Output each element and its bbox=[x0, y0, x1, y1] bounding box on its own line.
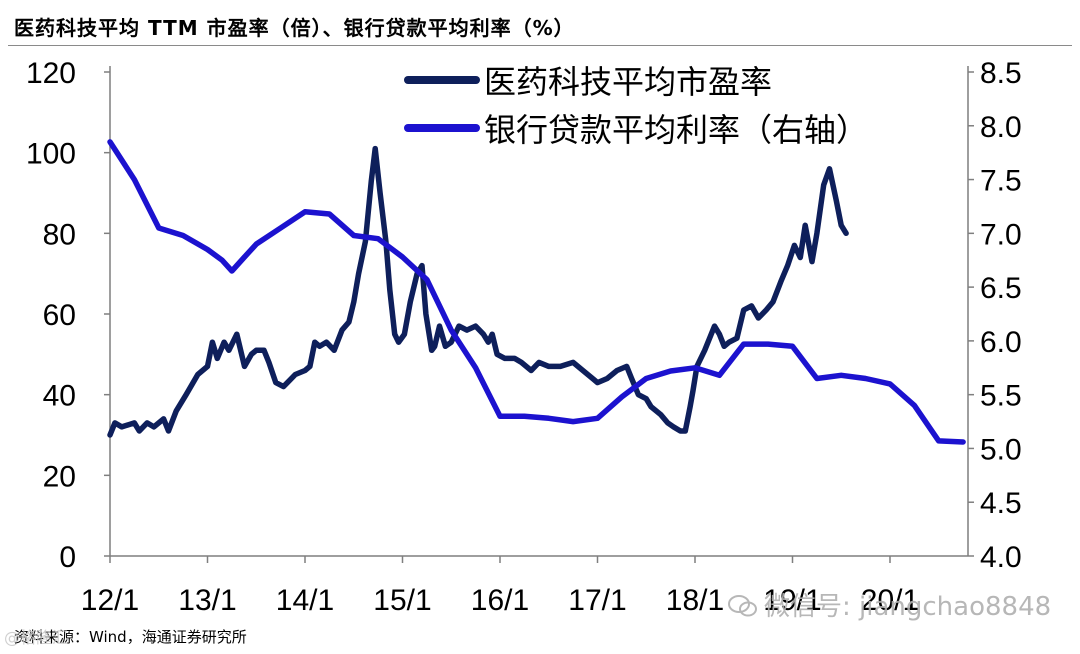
y-right-tick-label: 6.0 bbox=[980, 326, 1022, 359]
series-line-rate bbox=[107, 139, 966, 445]
source-note: 资料来源：Wind，海通证券研究所 bbox=[14, 628, 247, 646]
wechat-icon bbox=[728, 595, 757, 617]
x-tick-label: 16/1 bbox=[471, 584, 529, 617]
legend-label-pe: 医药科技平均市盈率 bbox=[484, 64, 772, 100]
title-divider bbox=[8, 45, 1072, 46]
x-tick-label: 20/1 bbox=[861, 584, 919, 617]
y-left-tick-label: 80 bbox=[43, 218, 76, 251]
wechat-watermark: 微信号: jiangchao8848 bbox=[728, 586, 1051, 623]
x-tick-label: 13/1 bbox=[178, 584, 236, 617]
x-tick-label: 15/1 bbox=[373, 584, 431, 617]
watermark-left: @格隆汇 bbox=[4, 628, 69, 647]
y-right-tick-label: 7.0 bbox=[980, 218, 1022, 251]
y-right-tick-label: 4.5 bbox=[980, 487, 1022, 520]
y-right-tick-label: 4.0 bbox=[980, 541, 1022, 574]
chart-lines bbox=[107, 139, 966, 445]
chart-legend: 医药科技平均市盈率 银行贷款平均利率（右轴） bbox=[404, 64, 868, 148]
y-right-tick-label: 8.5 bbox=[980, 57, 1022, 90]
y-left-tick-label: 40 bbox=[43, 380, 76, 413]
chart-title: 医药科技平均 TTM 市盈率（倍）、银行贷款平均利率（%） bbox=[14, 16, 575, 40]
series-line-pe bbox=[107, 145, 849, 438]
y-left-tick-label: 20 bbox=[43, 460, 76, 493]
y-left-tick-label: 60 bbox=[43, 299, 76, 332]
y-right-tick-label: 5.0 bbox=[980, 433, 1022, 466]
y-left-tick-label: 100 bbox=[26, 138, 76, 171]
x-tick-label: 12/1 bbox=[81, 584, 139, 617]
x-tick-label: 19/1 bbox=[763, 584, 821, 617]
y-right-tick-label: 8.0 bbox=[980, 111, 1022, 144]
chart-axes: 0 20 40 60 80 100 120 4.0 4.5 5.0 5.5 6.0 6.5 7.0 7.5 8… bbox=[26, 57, 1022, 617]
legend-label-rate: 银行贷款平均利率（右轴） bbox=[484, 112, 868, 148]
x-tick-label: 17/1 bbox=[568, 584, 626, 617]
y-right-tick-label: 6.5 bbox=[980, 272, 1022, 305]
x-tick-label: 18/1 bbox=[666, 584, 724, 617]
y-right-tick-label: 7.5 bbox=[980, 165, 1022, 198]
y-right-tick-label: 5.5 bbox=[980, 380, 1022, 413]
y-left-tick-label: 120 bbox=[26, 57, 76, 90]
wechat-id: 微信号: jiangchao8848 bbox=[764, 592, 1052, 622]
x-tick-label: 14/1 bbox=[276, 584, 334, 617]
y-left-tick-label: 0 bbox=[59, 541, 76, 574]
